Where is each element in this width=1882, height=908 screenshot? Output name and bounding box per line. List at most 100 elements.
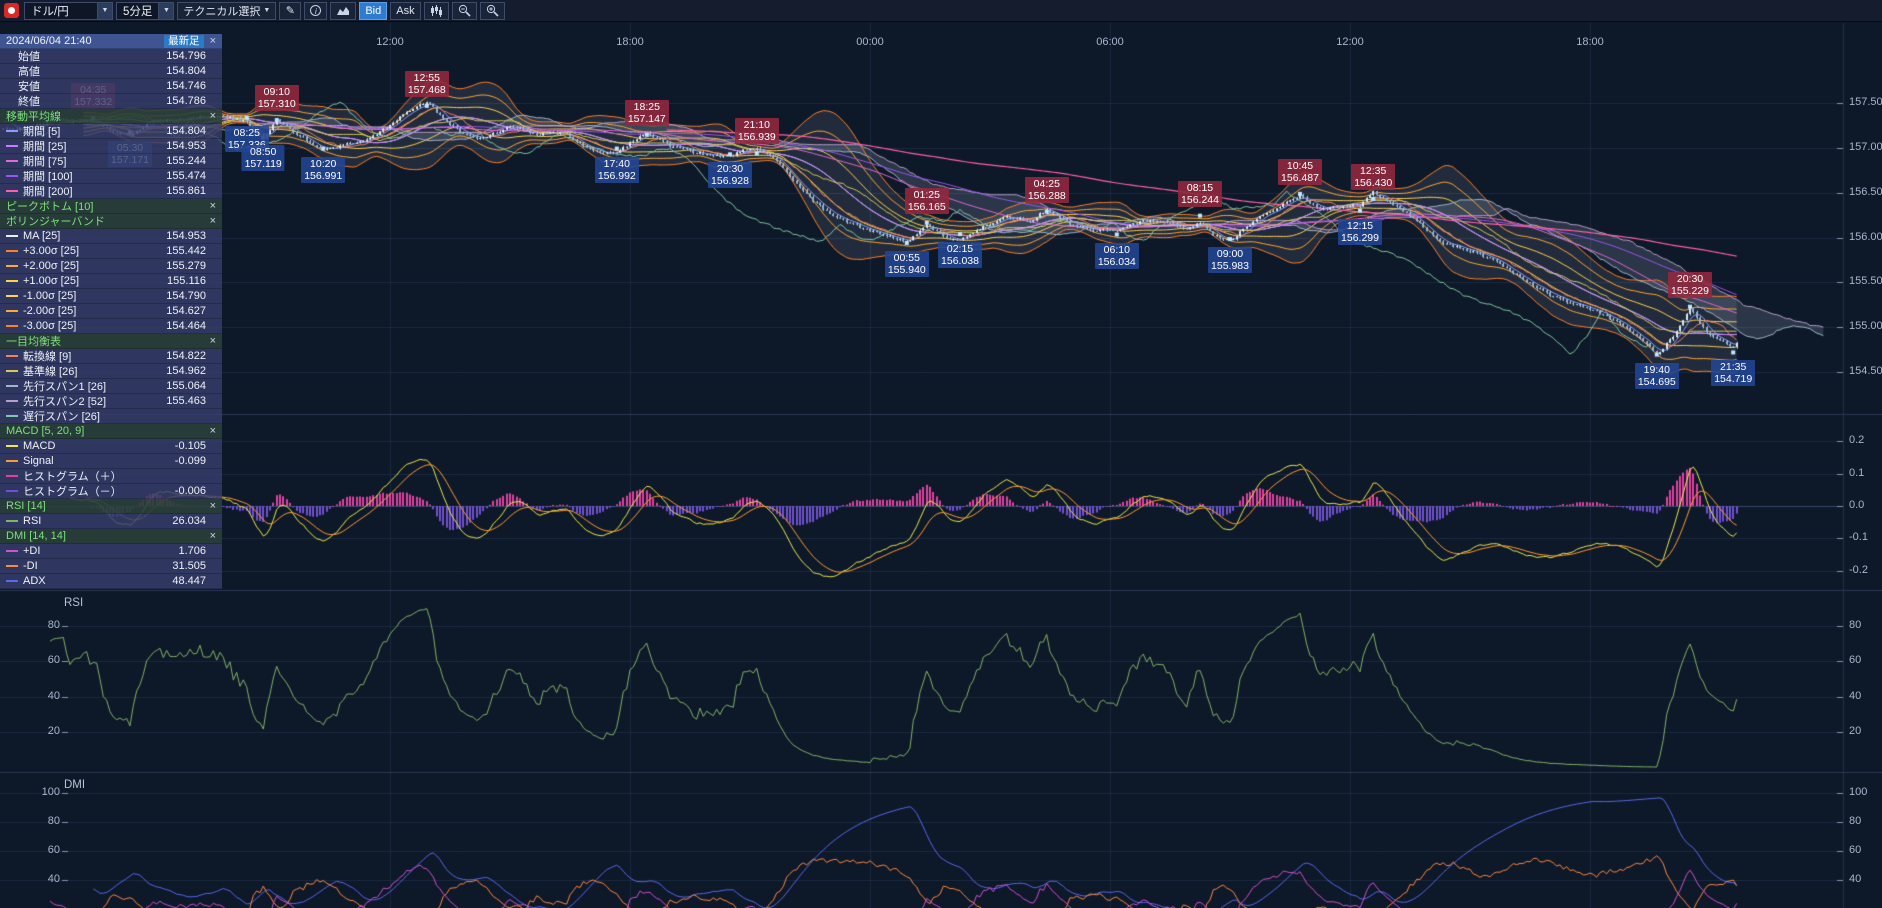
indicator-value: -0.105 <box>174 440 206 452</box>
indicator-section-title: 移動平均線 <box>6 111 61 123</box>
line-color-swatch <box>6 565 18 567</box>
chart-style-button[interactable] <box>330 1 357 20</box>
close-icon[interactable]: × <box>209 200 216 212</box>
indicator-label: -1.00σ [25] <box>23 290 77 302</box>
indicator-row: 期間 [75] 155.244 <box>0 154 222 169</box>
indicator-label: 期間 [75] <box>23 156 67 168</box>
indicator-value: 26.034 <box>172 515 206 527</box>
indicator-section-header: 一目均衡表 × <box>0 334 222 349</box>
line-color-swatch <box>6 130 18 132</box>
area-chart-icon <box>337 7 350 15</box>
indicator-value: 154.953 <box>166 140 206 152</box>
indicator-value: 1.706 <box>178 545 206 557</box>
line-color-swatch <box>6 580 18 582</box>
indicator-value: 155.442 <box>166 245 206 257</box>
ohlc-value: 154.796 <box>166 50 206 62</box>
indicator-section-header: MACD [5, 20, 9] × <box>0 424 222 439</box>
pencil-icon: ✎ <box>285 5 295 17</box>
indicator-value: 155.861 <box>166 185 206 197</box>
indicator-row: -3.00σ [25] 154.464 <box>0 319 222 334</box>
indicator-value: 48.447 <box>172 575 206 587</box>
line-color-swatch <box>6 400 18 402</box>
indicator-row: Signal -0.099 <box>0 454 222 469</box>
chevron-down-icon: ▼ <box>97 2 112 19</box>
indicator-value: 155.279 <box>166 260 206 272</box>
info-button[interactable]: i <box>304 1 328 20</box>
close-icon[interactable]: × <box>209 500 216 512</box>
indicator-row: 期間 [25] 154.953 <box>0 139 222 154</box>
indicator-row: 基準線 [26] 154.962 <box>0 364 222 379</box>
line-color-swatch <box>6 265 18 267</box>
line-color-swatch <box>6 370 18 372</box>
rsi-panel-title: RSI <box>64 597 84 609</box>
indicator-label: 先行スパン2 [52] <box>23 396 107 408</box>
indicator-label: -2.00σ [25] <box>23 305 77 317</box>
indicator-row: -1.00σ [25] 154.790 <box>0 289 222 304</box>
indicator-label: Signal <box>23 455 54 467</box>
candle-chart-icon <box>430 4 442 17</box>
zoom-in-icon <box>486 4 499 17</box>
indicator-label: +2.00σ [25] <box>23 260 80 272</box>
indicator-value: 155.064 <box>166 380 206 392</box>
technical-select-button[interactable]: テクニカル選択 ▼ <box>177 1 277 20</box>
indicator-row: MA [25] 154.953 <box>0 229 222 244</box>
indicator-section-title: MACD [5, 20, 9] <box>6 425 85 437</box>
indicator-section-header: RSI [14] × <box>0 499 222 514</box>
indicator-section-title: 一目均衡表 <box>6 336 61 348</box>
latest-candle-badge: 最新足 <box>164 34 204 48</box>
indicator-label: 期間 [200] <box>23 186 73 198</box>
close-icon[interactable]: × <box>209 425 216 437</box>
indicator-value: 154.962 <box>166 365 206 377</box>
indicator-row: ヒストグラム（＋） <box>0 469 222 484</box>
timeframe-select[interactable]: 5分足 ▼ <box>116 1 175 20</box>
line-color-swatch <box>6 550 18 552</box>
ask-button[interactable]: Ask <box>390 1 421 20</box>
ohlc-row: 終値 154.786 <box>0 94 222 109</box>
indicator-label: ヒストグラム（－） <box>23 486 122 498</box>
indicator-label: 転換線 [9] <box>23 351 72 363</box>
chevron-down-icon: ▼ <box>263 7 271 14</box>
indicator-row: +1.00σ [25] 155.116 <box>0 274 222 289</box>
indicator-label: 遅行スパン [26] <box>23 411 100 423</box>
candle-chart-button[interactable] <box>423 1 449 20</box>
close-icon[interactable]: × <box>209 530 216 542</box>
close-icon[interactable]: × <box>209 35 216 47</box>
draw-tool-button[interactable]: ✎ <box>279 1 302 20</box>
bid-button[interactable]: Bid <box>359 1 388 20</box>
line-color-swatch <box>6 520 18 522</box>
indicator-value: 31.505 <box>172 560 206 572</box>
close-icon[interactable]: × <box>209 110 216 122</box>
close-icon[interactable]: × <box>209 215 216 227</box>
zoom-in-button[interactable] <box>479 1 505 20</box>
zoom-out-button[interactable] <box>451 1 477 20</box>
timeframe-label: 5分足 <box>123 5 153 18</box>
currency-pair-label: ドル/円 <box>31 5 69 18</box>
indicator-value: 155.463 <box>166 395 206 407</box>
indicator-section-title: ボリンジャーバンド <box>6 216 105 228</box>
indicator-row: 期間 [5] 154.804 <box>0 124 222 139</box>
line-color-swatch <box>6 190 18 192</box>
line-color-swatch <box>6 475 18 477</box>
ohlc-label: 始値 <box>18 51 40 63</box>
ohlc-value: 154.746 <box>166 80 206 92</box>
indicator-value: -0.099 <box>174 455 206 467</box>
indicator-label: MACD <box>23 440 56 452</box>
dmi-panel-title: DMI <box>64 779 86 791</box>
info-icon: i <box>310 5 322 16</box>
line-color-swatch <box>6 310 18 312</box>
close-icon[interactable]: × <box>209 335 216 347</box>
indicator-section-title: ピークボトム [10] <box>6 201 94 213</box>
info-panel: 2024/06/04 21:40 最新足 × 始値 154.796 高値 154.804 安値… <box>0 34 222 589</box>
line-color-swatch <box>6 160 18 162</box>
line-color-swatch <box>6 250 18 252</box>
indicator-value: 155.244 <box>166 155 206 167</box>
indicator-label: ADX <box>23 575 46 587</box>
indicator-label: MA [25] <box>23 230 61 242</box>
indicator-row: +DI 1.706 <box>0 544 222 559</box>
indicator-section-header: ピークボトム [10] × <box>0 199 222 214</box>
currency-pair-select[interactable]: ドル/円 ▼ <box>24 1 113 20</box>
indicator-row: 転換線 [9] 154.822 <box>0 349 222 364</box>
indicator-row: -DI 31.505 <box>0 559 222 574</box>
line-color-swatch <box>6 460 18 462</box>
